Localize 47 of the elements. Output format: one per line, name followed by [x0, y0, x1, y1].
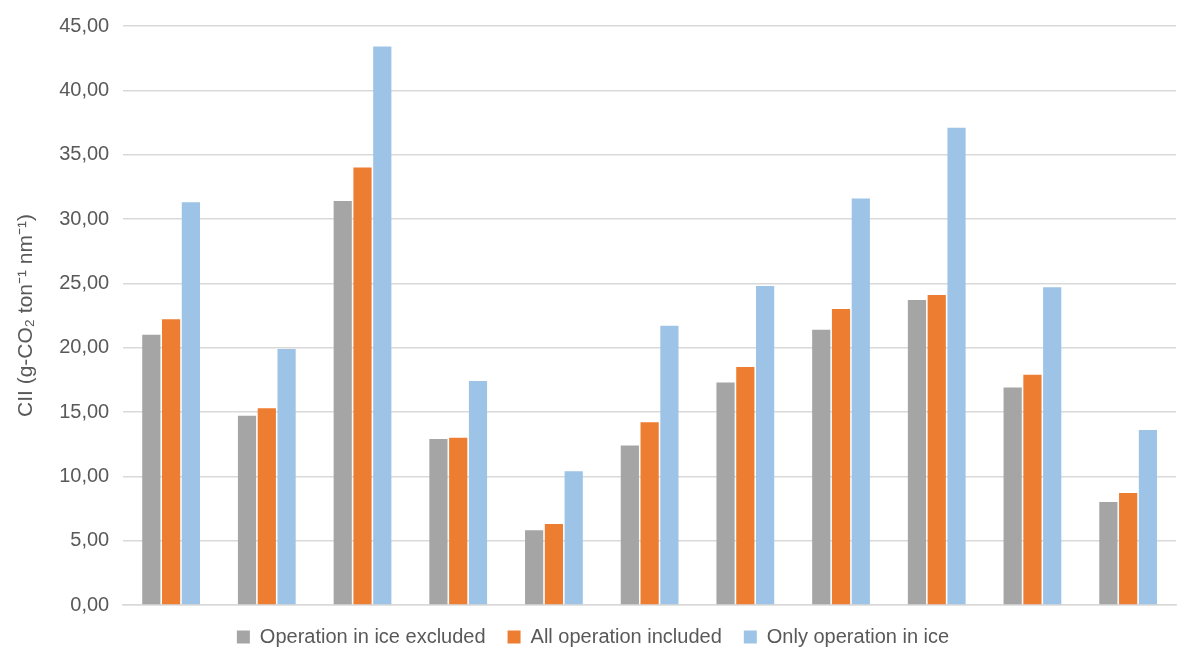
- bar: [851, 198, 870, 605]
- bar: [525, 530, 544, 605]
- bar: [716, 382, 735, 605]
- y-tick-label: 5,00: [70, 528, 110, 551]
- bar: [449, 437, 468, 605]
- bar: [257, 408, 276, 605]
- bar: [277, 348, 296, 605]
- y-tick-label: 35,00: [59, 142, 110, 165]
- bar: [544, 523, 564, 605]
- bar: [1099, 502, 1118, 605]
- bar: [353, 167, 372, 605]
- bar: [468, 381, 488, 605]
- bar: [1043, 287, 1062, 605]
- bar: [1119, 493, 1138, 605]
- bar: [812, 329, 831, 605]
- bar: [947, 127, 966, 605]
- bar: [756, 285, 775, 605]
- y-axis-title: CII (g-CO₂ ton⁻¹ nm⁻¹): [13, 214, 37, 417]
- bar: [660, 325, 679, 605]
- bar: [373, 46, 392, 605]
- bar: [181, 202, 200, 605]
- y-tick-label: 0,00: [70, 592, 110, 615]
- bar: [927, 294, 946, 605]
- y-tick-label: 15,00: [59, 399, 110, 422]
- bar: [620, 445, 639, 605]
- y-tick-label: 10,00: [59, 463, 110, 486]
- y-tick-label: 45,00: [59, 13, 110, 36]
- legend-label: Operation in ice excluded: [259, 624, 486, 647]
- bar: [564, 471, 583, 605]
- y-tick-label: 40,00: [59, 77, 110, 100]
- bar: [429, 439, 448, 605]
- legend-label: Only operation in ice: [766, 624, 950, 647]
- bar: [1138, 430, 1158, 605]
- bar: [1023, 374, 1042, 605]
- bar: [142, 334, 161, 605]
- bar: [237, 415, 257, 605]
- y-tick-label: 30,00: [59, 206, 110, 229]
- bar: [333, 200, 352, 605]
- bar: [162, 319, 181, 605]
- bar: [640, 422, 659, 605]
- y-tick-label: 25,00: [59, 270, 110, 293]
- legend-label: All operation included: [530, 624, 722, 647]
- bar: [831, 309, 851, 605]
- bar: [736, 366, 755, 605]
- bar: [1003, 387, 1022, 605]
- bar: [907, 300, 927, 605]
- y-tick-label: 20,00: [59, 335, 110, 358]
